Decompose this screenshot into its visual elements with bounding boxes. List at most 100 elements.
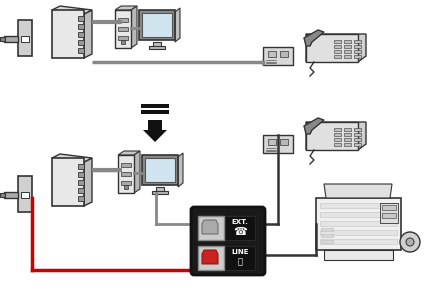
Bar: [344, 133, 351, 136]
Bar: [334, 40, 341, 43]
Bar: [320, 239, 397, 244]
Polygon shape: [115, 6, 137, 10]
Bar: [334, 50, 341, 53]
Polygon shape: [84, 158, 92, 206]
Text: LINE: LINE: [231, 249, 249, 255]
Bar: [78, 32, 84, 37]
Bar: [78, 172, 84, 177]
Bar: [124, 185, 128, 189]
Bar: [380, 203, 398, 223]
Polygon shape: [52, 154, 92, 162]
Bar: [18, 176, 32, 212]
Bar: [344, 55, 351, 58]
Bar: [141, 110, 169, 114]
Bar: [121, 181, 131, 185]
Bar: [142, 13, 172, 37]
Bar: [354, 40, 361, 43]
Bar: [354, 50, 361, 53]
Bar: [4, 36, 18, 42]
Bar: [0, 37, 5, 41]
Polygon shape: [304, 30, 324, 46]
Bar: [78, 24, 84, 29]
Bar: [306, 34, 358, 62]
Polygon shape: [306, 34, 366, 62]
Bar: [280, 139, 288, 145]
Polygon shape: [202, 220, 218, 234]
Bar: [121, 172, 131, 176]
Bar: [263, 135, 293, 153]
Bar: [225, 246, 255, 270]
Bar: [141, 104, 169, 108]
Bar: [334, 143, 341, 146]
Bar: [118, 18, 128, 22]
Bar: [21, 192, 29, 198]
Bar: [334, 133, 341, 136]
Bar: [320, 230, 397, 235]
Bar: [156, 187, 164, 192]
Polygon shape: [306, 122, 366, 150]
Bar: [344, 128, 351, 131]
Bar: [118, 27, 128, 31]
Polygon shape: [304, 118, 324, 134]
Bar: [225, 216, 255, 240]
Bar: [78, 16, 84, 21]
Polygon shape: [134, 151, 140, 193]
Bar: [344, 143, 351, 146]
Bar: [115, 10, 131, 48]
Bar: [306, 122, 358, 150]
Bar: [344, 138, 351, 141]
Bar: [344, 45, 351, 48]
Bar: [334, 138, 341, 141]
Polygon shape: [324, 184, 392, 198]
Polygon shape: [52, 6, 92, 14]
Polygon shape: [131, 6, 137, 48]
Bar: [78, 48, 84, 53]
Bar: [52, 10, 84, 58]
Bar: [153, 42, 161, 47]
Bar: [316, 198, 401, 250]
Polygon shape: [175, 8, 180, 42]
Circle shape: [400, 232, 420, 252]
Bar: [324, 250, 393, 260]
Polygon shape: [178, 153, 183, 187]
Bar: [21, 36, 29, 42]
Bar: [263, 47, 293, 65]
Bar: [268, 139, 276, 145]
Circle shape: [406, 238, 414, 246]
Bar: [142, 155, 178, 185]
Bar: [118, 155, 134, 193]
Text: ☎: ☎: [233, 227, 247, 237]
Bar: [320, 221, 397, 226]
Bar: [18, 20, 32, 56]
Bar: [78, 188, 84, 193]
Bar: [344, 50, 351, 53]
Bar: [354, 138, 361, 141]
Bar: [320, 212, 397, 217]
Polygon shape: [118, 151, 140, 155]
Bar: [78, 196, 84, 201]
FancyArrow shape: [143, 120, 167, 142]
Bar: [78, 164, 84, 169]
Bar: [118, 36, 128, 40]
Bar: [354, 45, 361, 48]
Bar: [344, 40, 351, 43]
Bar: [0, 193, 5, 197]
Bar: [121, 163, 131, 167]
Bar: [139, 10, 175, 40]
Bar: [334, 128, 341, 131]
Bar: [280, 51, 288, 57]
Bar: [354, 128, 361, 131]
Bar: [321, 240, 333, 243]
Bar: [382, 205, 396, 210]
Bar: [354, 143, 361, 146]
Bar: [4, 192, 18, 198]
FancyBboxPatch shape: [191, 207, 265, 275]
Bar: [152, 191, 168, 194]
Polygon shape: [202, 250, 218, 264]
Bar: [145, 158, 175, 182]
Bar: [52, 158, 84, 206]
Bar: [354, 55, 361, 58]
Text: EXT.: EXT.: [232, 219, 249, 225]
Bar: [354, 133, 361, 136]
Bar: [382, 213, 396, 218]
